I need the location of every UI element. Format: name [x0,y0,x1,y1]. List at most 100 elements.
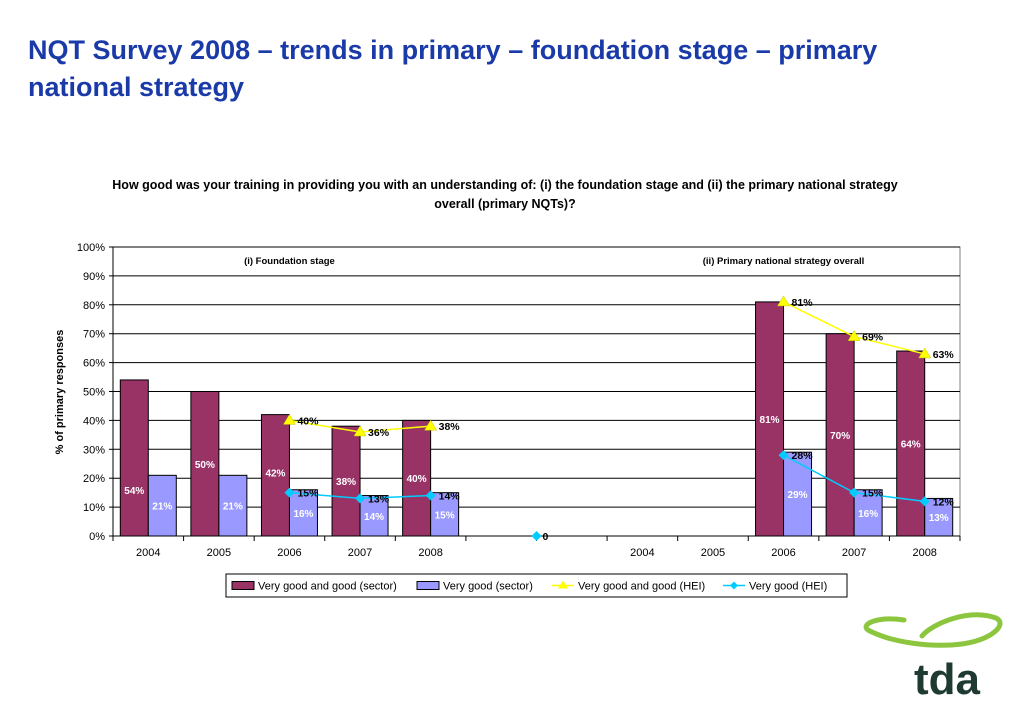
x-tick-label: 2007 [842,547,866,559]
lines [283,295,932,541]
bar-data-label: 21% [152,502,172,513]
line-marker [353,425,367,437]
legend-item: Very good (HEI) [723,581,827,593]
bar-data-label: 14% [364,512,384,523]
legend-item: Very good and good (sector) [231,581,397,593]
bar-data-label: 50% [195,460,215,471]
bar [755,301,785,537]
bar [147,474,177,537]
line-marker [849,487,860,498]
bar [853,489,883,537]
line-data-label: 81% [792,297,814,309]
line-data-label: 15% [862,488,884,500]
y-axis: 0% 10% 20% 30% 40% 50% 60% 70% 80% 90% 100% [77,242,114,543]
line-marker [424,419,438,431]
line-marker [847,330,861,341]
panel-labels: (i) Foundation stage (ii) Primary nationa… [244,256,864,267]
gridlines [112,246,961,537]
bar-data-label: 70% [830,431,850,442]
line-data-label: 13% [368,493,390,505]
legend-marker [558,580,568,589]
line-data-label: 69% [862,332,884,344]
y-tick-label: 60% [83,358,105,370]
x-tick-label: 2008 [418,547,442,559]
bar [218,474,248,537]
bar-data-label: 42% [265,468,285,479]
bar [190,391,220,537]
y-tick-label: 10% [83,502,105,514]
bar-data-label: 38% [336,477,356,488]
y-tick-label: 20% [83,473,105,485]
gap-marker [531,531,542,541]
legend-box [225,573,848,598]
line-marker [918,347,932,359]
bars [119,301,954,537]
line-data-label: 36% [368,427,390,439]
line-marker [425,490,436,501]
legend-swatch [231,581,255,590]
legend-item: Very good and good (HEI) [552,580,705,593]
y-tick-label: 0% [89,531,105,543]
legend-label: Very good and good (sector) [258,581,397,593]
y-tick-label: 100% [77,242,105,254]
x-tick-label: 2004 [136,547,160,559]
line-data-label: 38% [439,421,461,433]
panel-label: (i) Foundation stage [244,256,335,267]
legend-label: Very good (sector) [443,581,533,593]
bar [783,451,813,537]
y-tick-label: 50% [83,387,105,399]
x-tick-label: 2005 [701,547,725,559]
line-marker [777,295,790,307]
bar-data-label: 29% [788,490,808,501]
logo-swoosh [863,612,1003,648]
chart-title: How good was your training in providing … [112,178,898,211]
gap-zero-label: 0 [543,531,549,543]
y-axis-label: % of primary responses [54,330,66,455]
legend-item: Very good (sector) [416,581,533,593]
panel-label: (ii) Primary national strategy overall [703,256,865,267]
y-tick-label: 80% [83,300,105,312]
line-data-label: 15% [297,488,319,500]
y-tick-label: 30% [83,444,105,456]
bar-data-label: 21% [223,502,243,513]
slide-title: NQT Survey 2008 – trends in primary – fo… [28,35,878,102]
bar [924,497,954,537]
bar-labels: 54% 50% 42% 38% 40% 81% 70% 64% 21% 21% 16% 14% 15% 2… [124,415,949,524]
legend-label: Very good and good (HEI) [578,581,705,593]
x-tick-label: 2005 [207,547,231,559]
legend-marker [730,581,738,590]
line-marker [284,487,295,498]
bar [359,495,389,537]
line-marker [778,450,789,461]
bar-data-label: 16% [293,509,313,520]
bar [430,492,460,537]
line-labels: 40% 36% 38% 81% 69% 63% 15% 13% 14% 28% 15% 12% 0 [297,297,954,543]
x-tick-label: 2006 [771,547,795,559]
legend-swatch [416,581,440,590]
y-tick-label: 40% [83,415,105,427]
bar [402,419,432,537]
bar [896,350,926,537]
bar-data-label: 13% [929,513,949,524]
line-data-label: 14% [439,491,461,503]
bar [825,333,855,537]
bar [331,425,361,537]
line-data-label: 40% [297,415,319,427]
line-data-label: 63% [933,349,955,361]
bar-data-label: 15% [435,510,455,521]
bar [119,379,149,537]
line-data-label: 12% [933,496,955,508]
line-data-label: 28% [792,450,814,462]
y-tick-label: 70% [83,329,105,341]
line-marker [355,493,366,504]
legend-label: Very good (HEI) [749,581,827,593]
line-marker [919,496,930,507]
bar-data-label: 16% [858,509,878,520]
bar-data-label: 64% [901,440,921,451]
logo-text: tda [914,655,981,702]
line-marker [283,413,296,425]
x-tick-label: 2008 [912,547,936,559]
y-tick-label: 90% [83,271,105,283]
bar-data-label: 40% [407,474,427,485]
